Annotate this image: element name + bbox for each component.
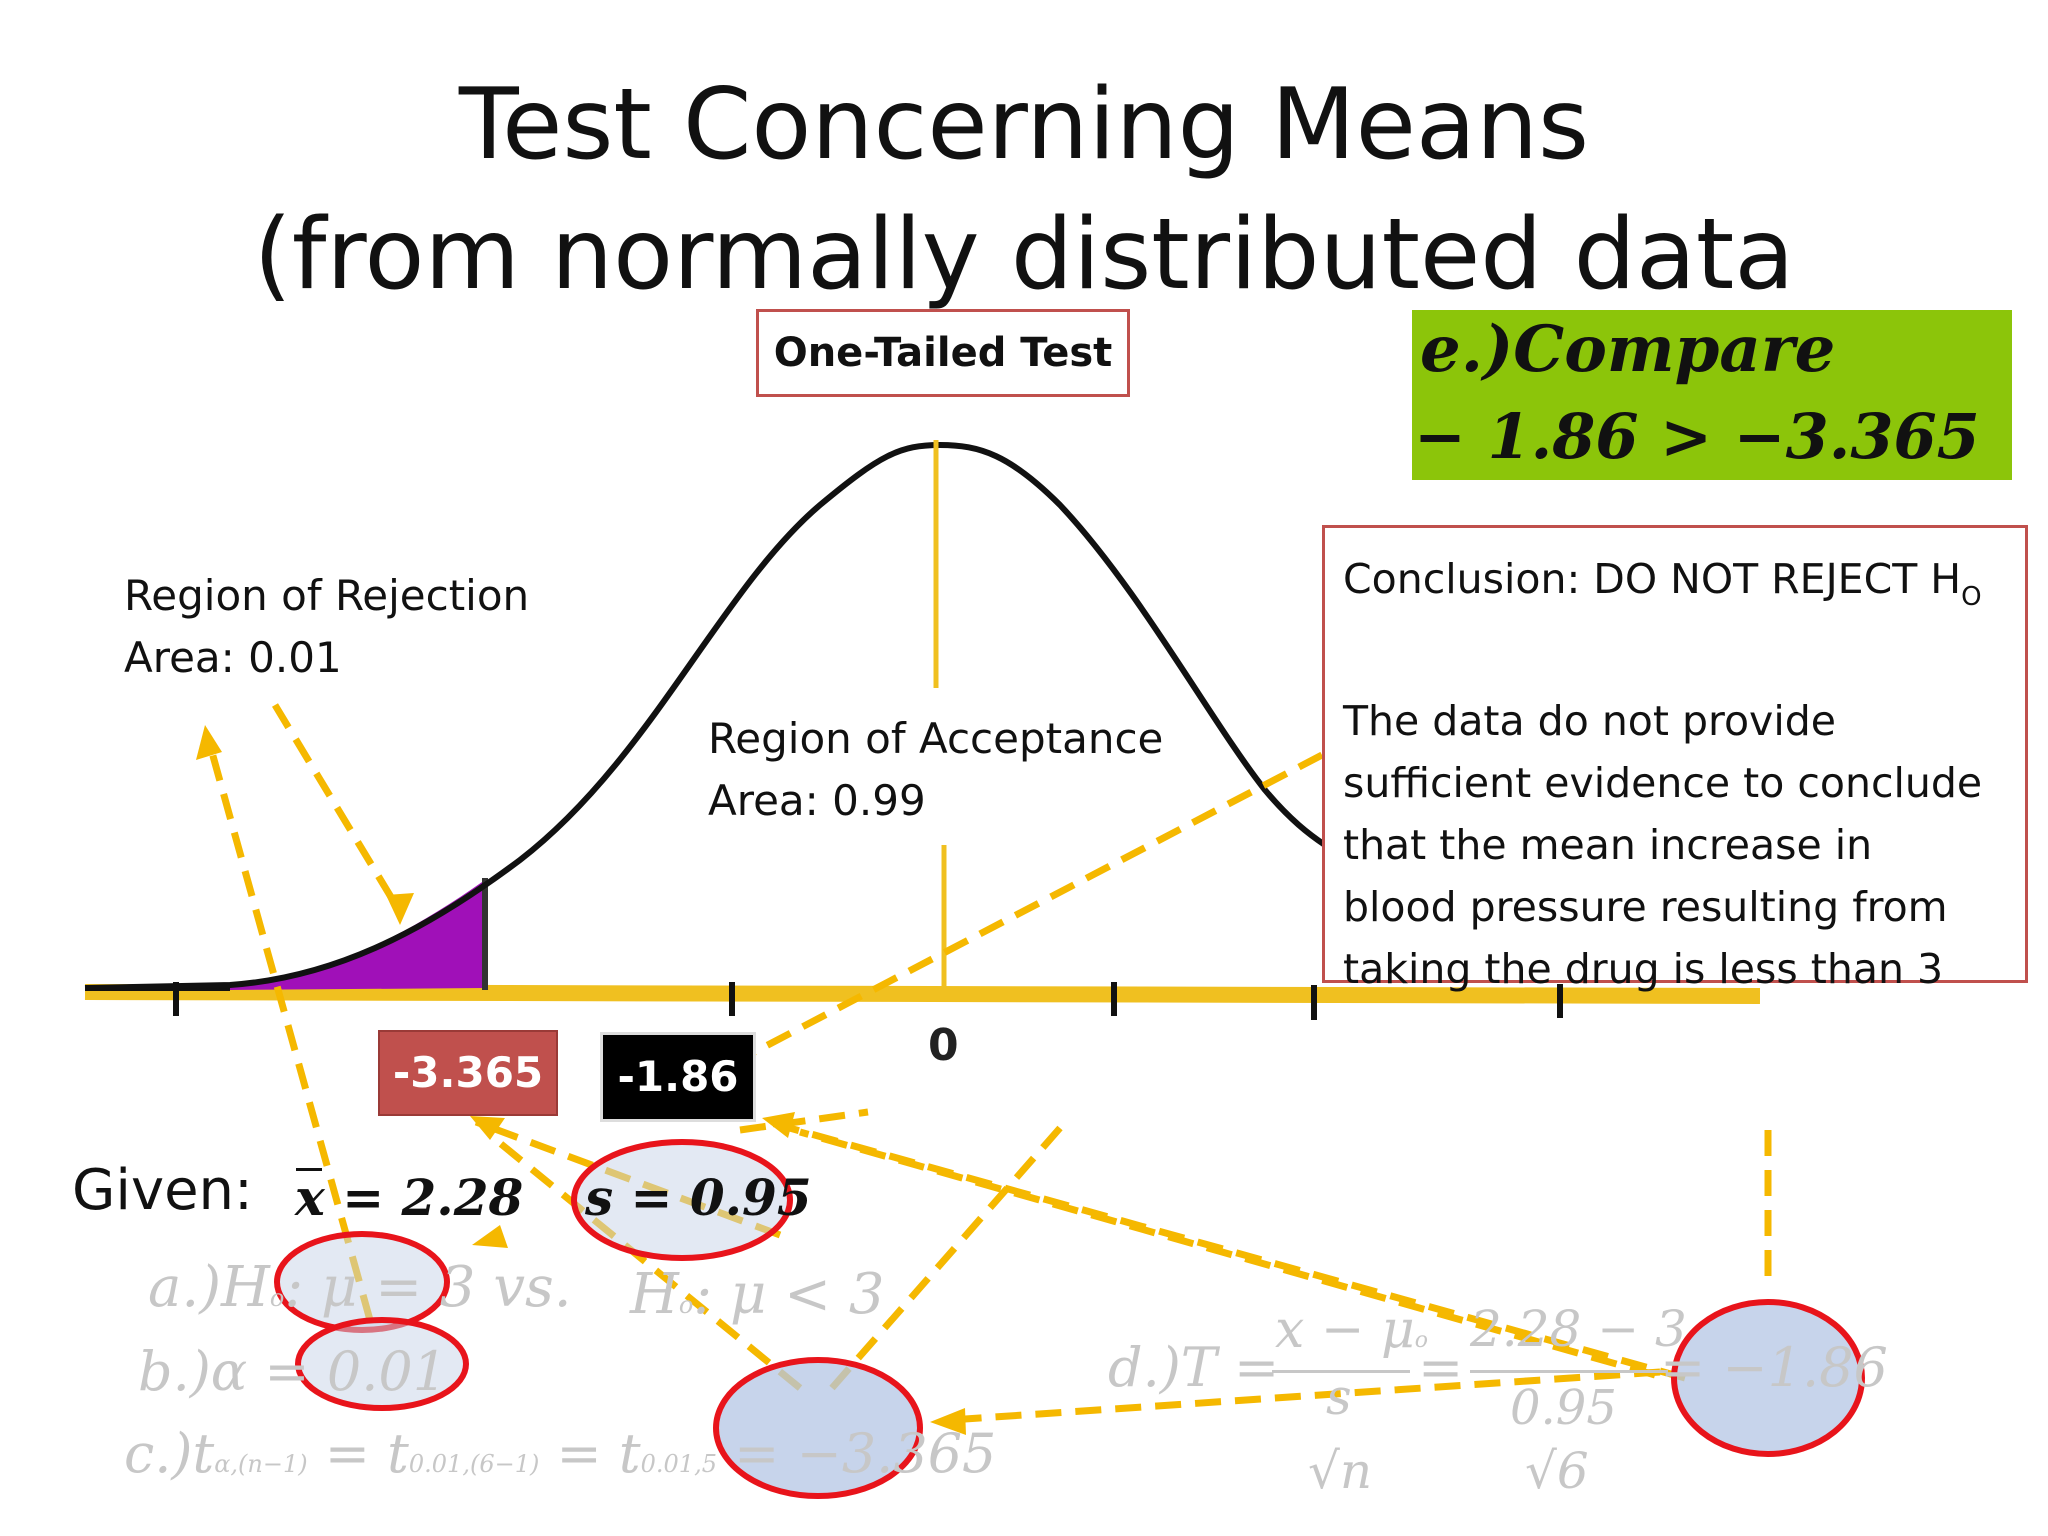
given-xbar: x = 2.28: [295, 1168, 524, 1227]
xbar-overline: [296, 1168, 322, 1171]
step-c: c.)tα,(n−1) = t0.01,(6−1) = t0.01,5 = −3…: [124, 1422, 997, 1485]
step-d-numerator-1: x − μo: [1275, 1300, 1428, 1360]
conclusion-line: sufficient evidence to conclude: [1343, 759, 1983, 807]
rejection-region-area: Area: 0.01: [124, 633, 342, 682]
step-d-numerator-2: 2.28 − 3: [1470, 1300, 1687, 1358]
rejection-region-label: Region of Rejection Area: 0.01: [124, 565, 529, 689]
arrow-heads: [196, 725, 966, 1435]
compare-inequality: − 1.86 > −3.365: [1414, 400, 1980, 473]
step-d-sqrt-6: √6: [1525, 1442, 1589, 1500]
compare-heading: e.)Compare: [1420, 312, 1836, 387]
step-c-subscript-3: 0.01,5: [640, 1450, 717, 1478]
compare-box: e.)Compare − 1.86 > −3.365: [1412, 310, 2012, 480]
step-a-alternative: Ho: μ < 3: [630, 1262, 885, 1327]
acceptance-region-label: Region of Acceptance Area: 0.99: [708, 708, 1163, 832]
normal-curve: [84, 441, 1327, 991]
fraction-bar-1: [1272, 1370, 1410, 1373]
step-d-sqrt-n: √n: [1308, 1442, 1373, 1500]
given-label: Given:: [72, 1158, 253, 1223]
step-a: a.)Ho: μ = 3 vs.: [148, 1255, 572, 1320]
highlight-ellipses: [274, 1139, 1865, 1499]
title-line-1: Test Concerning Means: [458, 68, 1590, 182]
step-b: b.)α = 0.01: [138, 1340, 448, 1403]
conclusion-box: Conclusion: DO NOT REJECT HO The data do…: [1322, 525, 2028, 993]
conclusion-line: that the mean increase in: [1343, 821, 1873, 869]
given-s: s = 0.95: [585, 1168, 812, 1227]
test-statistic-badge: -1.86: [600, 1032, 756, 1122]
rejection-region-title: Region of Rejection: [124, 571, 530, 620]
one-tailed-test-label: One-Tailed Test: [756, 309, 1130, 397]
step-d-denominator-1: s: [1326, 1368, 1352, 1426]
step-a-subscript: o: [269, 1284, 285, 1312]
conclusion-line: taking the drug is less than 3: [1343, 945, 1944, 993]
equals-sign: =: [1418, 1336, 1464, 1399]
conclusion-line: The data do not provide: [1343, 697, 1836, 745]
axis-line: [84, 984, 1761, 1004]
conclusion-subscript: O: [1961, 582, 1982, 612]
rejection-tail-area: [230, 880, 485, 990]
step-a-alt-subscript: o: [678, 1291, 694, 1319]
acceptance-region-title: Region of Acceptance: [708, 714, 1164, 763]
conclusion-line: blood pressure resulting from: [1343, 883, 1948, 931]
title-line-2: (from normally distributed data: [253, 198, 1795, 312]
acceptance-region-area: Area: 0.99: [708, 776, 926, 825]
critical-value-badge: -3.365: [378, 1030, 558, 1116]
step-c-subscript-2: 0.01,(6−1): [408, 1450, 540, 1478]
axis-zero-label: 0: [928, 1020, 959, 1071]
step-d-prefix: d.)T =: [1108, 1336, 1280, 1399]
step-c-subscript-1: α,(n−1): [214, 1450, 308, 1478]
conclusion-heading: Conclusion: DO NOT REJECT HO: [1343, 555, 1982, 612]
step-d-denominator-2: 0.95: [1510, 1380, 1617, 1436]
step-d-mu-subscript: o: [1414, 1328, 1428, 1353]
fraction-bar-2: [1470, 1370, 1668, 1373]
step-d-result: = −1.86: [1660, 1336, 1888, 1399]
